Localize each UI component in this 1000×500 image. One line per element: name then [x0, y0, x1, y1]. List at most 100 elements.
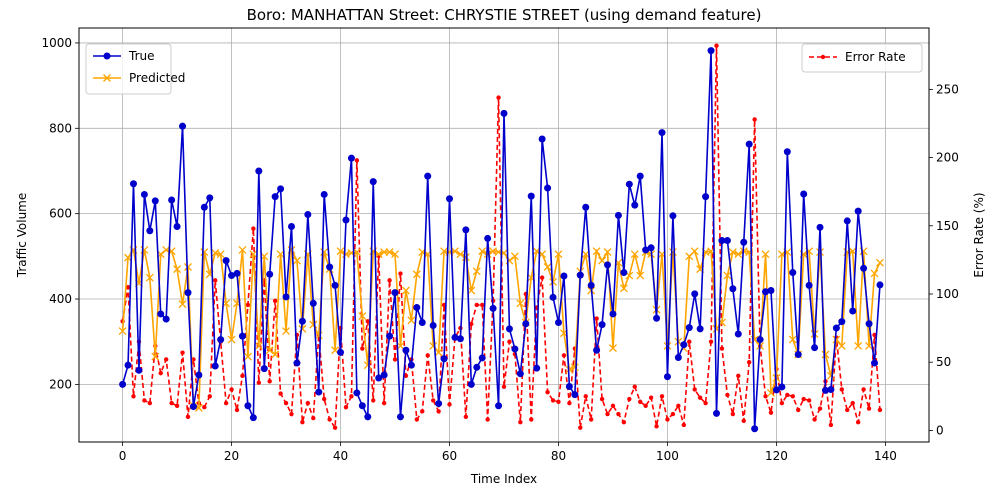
true-point — [723, 237, 731, 245]
true-point — [593, 346, 601, 354]
predicted-point — [788, 335, 797, 344]
predicted-point — [603, 248, 612, 257]
true-point — [489, 304, 497, 312]
true-point — [331, 281, 339, 289]
true-point — [816, 223, 824, 231]
error-rate-point — [605, 411, 610, 417]
error-rate-point — [621, 420, 627, 425]
predicted-point — [826, 371, 835, 380]
error-rate-point — [845, 407, 850, 413]
true-point — [625, 180, 633, 188]
error-rate-point — [529, 417, 534, 422]
error-rate-point — [360, 346, 365, 351]
error-rate-point — [801, 396, 806, 402]
error-rate-point — [485, 417, 490, 422]
error-rate-point — [610, 403, 616, 409]
predicted-point — [265, 346, 274, 355]
error-rate-point — [616, 411, 621, 417]
true-point — [140, 190, 148, 198]
error-rate-point — [796, 407, 801, 413]
true-point — [789, 269, 797, 277]
predicted-point — [363, 361, 372, 370]
true-point — [533, 364, 541, 372]
error-rate-point — [518, 420, 523, 425]
error-rate-point — [567, 400, 572, 406]
error-rate-point — [501, 384, 507, 389]
true-point — [685, 324, 693, 332]
true-point — [462, 226, 470, 234]
true-point — [451, 333, 459, 341]
predicted-point — [336, 247, 345, 256]
error-rate-point — [414, 417, 420, 422]
error-rate-point — [741, 418, 746, 424]
predicted-point — [271, 350, 280, 359]
error-rate-point — [736, 373, 741, 379]
predicted-point — [816, 248, 824, 257]
true-point — [827, 386, 835, 394]
error-rate-point — [381, 400, 387, 406]
error-rate-point — [125, 284, 131, 290]
true-point — [751, 425, 759, 433]
y-tick-label-right: 50 — [936, 355, 951, 369]
error-rate-point — [790, 394, 795, 399]
predicted-point — [412, 270, 421, 279]
true-point — [375, 374, 383, 382]
true-point — [582, 203, 590, 211]
true-point — [854, 207, 862, 215]
error-rate-point — [305, 400, 311, 406]
predicted-point — [728, 248, 737, 257]
predicted-point — [391, 250, 399, 259]
predicted-point — [619, 284, 628, 293]
error-rate-point — [676, 403, 681, 409]
error-rate-point — [817, 406, 823, 411]
predicted-point — [734, 250, 743, 259]
error-rate-point — [272, 298, 278, 304]
error-rate-point — [474, 302, 479, 308]
legend-error-label: Error Rate — [845, 50, 906, 64]
true-point — [418, 318, 426, 326]
error-rate-point — [158, 370, 163, 376]
error-rate-point — [550, 398, 556, 403]
error-rate-point — [311, 415, 316, 421]
error-rate-point — [420, 409, 425, 414]
true-point — [407, 361, 415, 369]
true-point — [614, 211, 622, 219]
predicted-point — [510, 252, 519, 261]
error-rate-point — [714, 43, 719, 48]
true-point — [511, 345, 519, 353]
error-rate-point — [692, 387, 697, 392]
error-rate-point — [278, 391, 283, 396]
error-rate-point — [430, 398, 436, 403]
predicted-point — [434, 348, 443, 357]
legend-right: Error Rate — [801, 43, 923, 73]
plot-area — [79, 28, 929, 442]
predicted-point — [184, 263, 192, 271]
predicted-point — [151, 352, 160, 361]
true-point — [811, 344, 819, 352]
legend-error-marker — [820, 54, 826, 60]
true-point — [849, 307, 857, 315]
predicted-point — [227, 335, 236, 344]
true-point — [587, 281, 595, 289]
legend-true-marker — [103, 52, 111, 60]
true-point — [609, 310, 617, 318]
true-point — [364, 413, 372, 421]
true-point — [233, 269, 241, 277]
predicted-point — [282, 327, 291, 335]
predicted-point — [249, 250, 258, 259]
error-rate-point — [392, 357, 398, 362]
true-point — [783, 148, 791, 156]
x-tick-label: 20 — [224, 449, 239, 463]
predicted-point — [609, 344, 617, 353]
error-rate-point — [806, 398, 812, 403]
error-rate-point — [681, 422, 687, 428]
true-point — [206, 194, 214, 202]
error-rate-point — [240, 373, 245, 379]
predicted-point — [358, 312, 367, 321]
true-point — [211, 362, 219, 370]
true-point — [544, 184, 552, 192]
error-rate-point — [300, 420, 305, 425]
true-point — [756, 336, 764, 344]
error-rate-point — [877, 407, 883, 413]
